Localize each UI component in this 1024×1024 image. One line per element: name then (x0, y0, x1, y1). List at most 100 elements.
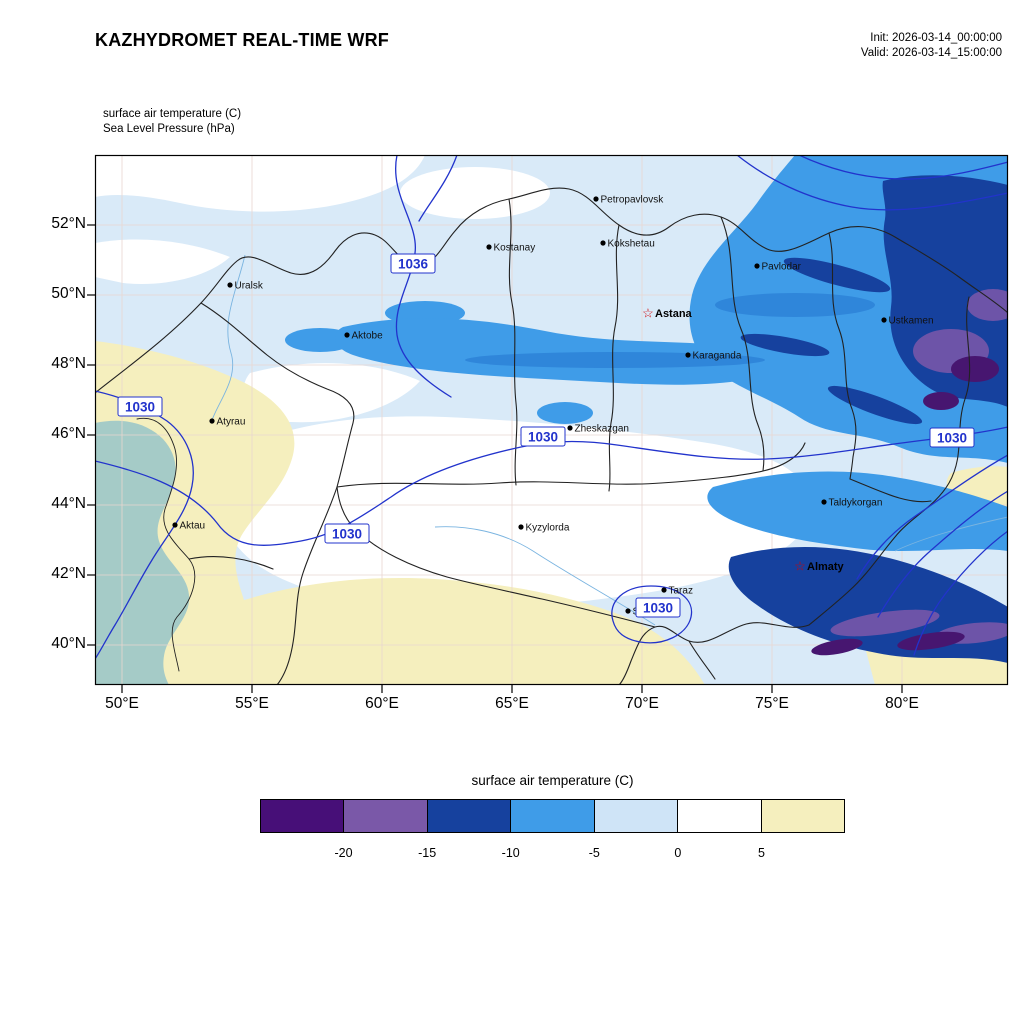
pressure-label-layer: 1036 1030 1030 1030 1030 1030 (117, 253, 975, 618)
pressure-label-text: 1030 (125, 400, 155, 415)
map-frame (94, 154, 1009, 686)
city-dot-icon (344, 332, 350, 338)
city-marker: Ustkamen (881, 316, 934, 327)
colorbar-tick-label: 5 (757, 846, 765, 860)
capital-city-label: Almaty (807, 561, 845, 573)
city-marker: Karaganda (685, 351, 742, 362)
border-layer (95, 187, 1008, 685)
valid-time: Valid: 2026-03-14_15:00:00 (860, 46, 1002, 59)
pressure-contour-layer (95, 155, 1008, 660)
city-dot-icon (600, 240, 606, 246)
city-marker: Taraz (661, 586, 693, 597)
city-marker: Uralsk (227, 281, 264, 292)
lat-axis-label: 46°N (51, 425, 86, 442)
city-dot-icon (821, 499, 827, 505)
colorbar-segment (511, 800, 595, 832)
pressure-label-box (520, 426, 566, 447)
city-label: Kokshetau (608, 239, 655, 250)
city-dot-icon (754, 263, 760, 269)
pressure-value-label: 1030 (324, 523, 370, 544)
colorbar-segment (761, 800, 844, 832)
city-dot-icon (172, 522, 178, 528)
city-marker: Atyrau (209, 417, 245, 428)
city-marker: Kostanay (486, 243, 535, 254)
city-dot-icon (661, 587, 667, 593)
city-label: Pavlodar (762, 262, 802, 273)
city-dot-icon (881, 317, 887, 323)
city-marker: Petropavlovsk (593, 195, 664, 206)
city-label: Kyzylorda (526, 523, 570, 534)
lat-axis-label: 42°N (51, 565, 86, 582)
city-label: Kostanay (494, 243, 536, 254)
pressure-label-box (117, 396, 163, 417)
pressure-value-label: 1030 (635, 597, 681, 618)
colorbar-segment (344, 800, 428, 832)
capital-city-label: Astana (655, 308, 693, 320)
page-title: KAZHYDROMET REAL-TIME WRF (95, 30, 389, 50)
capital-star-icon: ☆ (642, 306, 654, 321)
city-label: Taraz (669, 586, 693, 597)
city-dot-icon (625, 608, 631, 614)
city-dot-icon (486, 244, 492, 250)
capital-star-icon: ☆ (794, 559, 806, 574)
city-marker: Taldykorgan (821, 498, 882, 509)
city-label: Aktau (180, 521, 206, 532)
pressure-value-label: 1030 (520, 426, 566, 447)
temperature-fill-cold-layer (285, 155, 1008, 663)
pressure-value-label: 1036 (390, 253, 436, 274)
lat-axis-label: 44°N (51, 495, 86, 512)
city-label: Taldykorgan (829, 498, 883, 509)
colorbar-segment (427, 800, 512, 832)
city-marker: Kyzylorda (518, 523, 570, 534)
map-area: Petropavlovsk Kostanay Kokshetau Pavlodar Ur… (87, 154, 1009, 693)
axis-tick-layer (87, 224, 903, 693)
city-dot-icon (593, 196, 599, 202)
lon-axis-label: 75°E (755, 695, 789, 712)
pressure-value-label: 1030 (117, 396, 163, 417)
city-marker: Kokshetau (600, 239, 655, 250)
city-label: Ustkamen (889, 316, 934, 327)
city-marker: Aktobe (344, 331, 383, 342)
lon-axis-label: 65°E (495, 695, 529, 712)
colorbar-segment (594, 800, 679, 832)
colorbar-tick-label: -10 (501, 846, 520, 860)
colorbar (260, 799, 845, 833)
lon-axis-label: 70°E (625, 695, 659, 712)
city-dot-icon (518, 524, 524, 530)
colorbar-tick-label: -20 (334, 846, 353, 860)
map-canvas: Petropavlovsk Kostanay Kokshetau Pavlodar Ur… (87, 154, 1009, 693)
colorbar-segment (678, 800, 762, 832)
city-dot-icon (567, 425, 573, 431)
city-label: Petropavlovsk (601, 195, 665, 206)
field-labels: surface air temperature (C) Sea Level Pr… (103, 107, 241, 137)
colorbar-title: surface air temperature (C) (471, 773, 634, 788)
capital-marker: ☆ Almaty (794, 559, 844, 574)
field-label-temperature: surface air temperature (C) (103, 108, 242, 120)
city-label: Zheskazgan (575, 424, 629, 435)
colorbar-tick-label: -5 (588, 846, 600, 860)
lon-axis-label: 55°E (235, 695, 269, 712)
river-layer (210, 254, 1008, 626)
city-dot-icon (227, 282, 233, 288)
pressure-label-box (635, 597, 681, 618)
lat-axis-label: 40°N (51, 635, 86, 652)
field-label-pressure: Sea Level Pressure (hPa) (103, 122, 235, 135)
lon-axis-label: 80°E (885, 695, 919, 712)
lat-axis-label: 50°N (51, 285, 86, 302)
pressure-label-box (929, 427, 975, 448)
colorbar-tick-label: -15 (418, 846, 437, 860)
pressure-label-box (324, 523, 370, 544)
pressure-label-text: 1030 (528, 430, 558, 445)
city-label: Karaganda (693, 351, 742, 362)
pressure-label-text: 1030 (937, 431, 967, 446)
city-label: Aktobe (352, 331, 384, 342)
colorbar-tick-label: 0 (674, 846, 682, 860)
city-label: Atyrau (217, 417, 246, 428)
city-label: Uralsk (235, 281, 264, 292)
city-marker: Zheskazgan (567, 424, 629, 435)
lon-axis-label: 60°E (365, 695, 399, 712)
lat-axis-label: 48°N (51, 355, 86, 372)
colorbar-segment (261, 800, 345, 832)
capital-marker: ☆ Astana (642, 306, 692, 321)
